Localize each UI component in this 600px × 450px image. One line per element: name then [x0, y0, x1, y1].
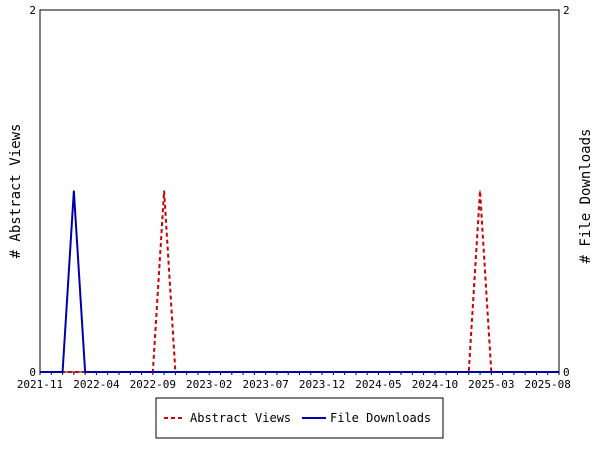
y-tick-label-bottom: 0	[29, 366, 36, 379]
x-tick-label: 2022-04	[73, 378, 120, 391]
y-tick-label-top: 2	[29, 4, 36, 17]
x-tick-label: 2023-12	[299, 378, 345, 391]
x-tick-label: 2024-05	[355, 378, 401, 391]
y-axis-right: 2 0 # File Downloads	[563, 4, 594, 379]
y-axis-title: # Abstract Views	[8, 124, 24, 259]
legend: Abstract Views File Downloads	[155, 397, 444, 439]
legend-label-file-downloads: File Downloads	[330, 411, 431, 425]
y2-tick-label-bottom: 0	[563, 366, 570, 379]
series-point-1-3	[73, 190, 75, 192]
y2-axis-title: # File Downloads	[578, 129, 594, 264]
x-tick-label: 2025-03	[468, 378, 514, 391]
legend-label-abstract-views: Abstract Views	[190, 411, 291, 425]
series-line-file-downloads	[40, 190, 559, 373]
x-tick-label: 2023-02	[186, 378, 232, 391]
series-point-0-11	[163, 190, 165, 192]
x-tick-label: 2022-09	[130, 378, 176, 391]
x-tick-label: 2024-10	[412, 378, 458, 391]
y-axis-left: 2 0 # Abstract Views	[8, 4, 36, 379]
plot-area: 2021-11 2022-04 2022-09 2023-02 2023-07 2023-…	[17, 9, 571, 391]
x-tick-label: 2023-07	[242, 378, 288, 391]
y2-tick-label-top: 2	[563, 4, 570, 17]
series-point-0-39	[479, 190, 481, 192]
x-tick-label: 2021-11	[17, 378, 63, 391]
series-layer	[40, 190, 559, 373]
x-tick-label: 2025-08	[525, 378, 571, 391]
legend-box	[155, 397, 444, 439]
x-ticks: 2021-11 2022-04 2022-09 2023-02 2023-07 2023-…	[17, 372, 571, 391]
